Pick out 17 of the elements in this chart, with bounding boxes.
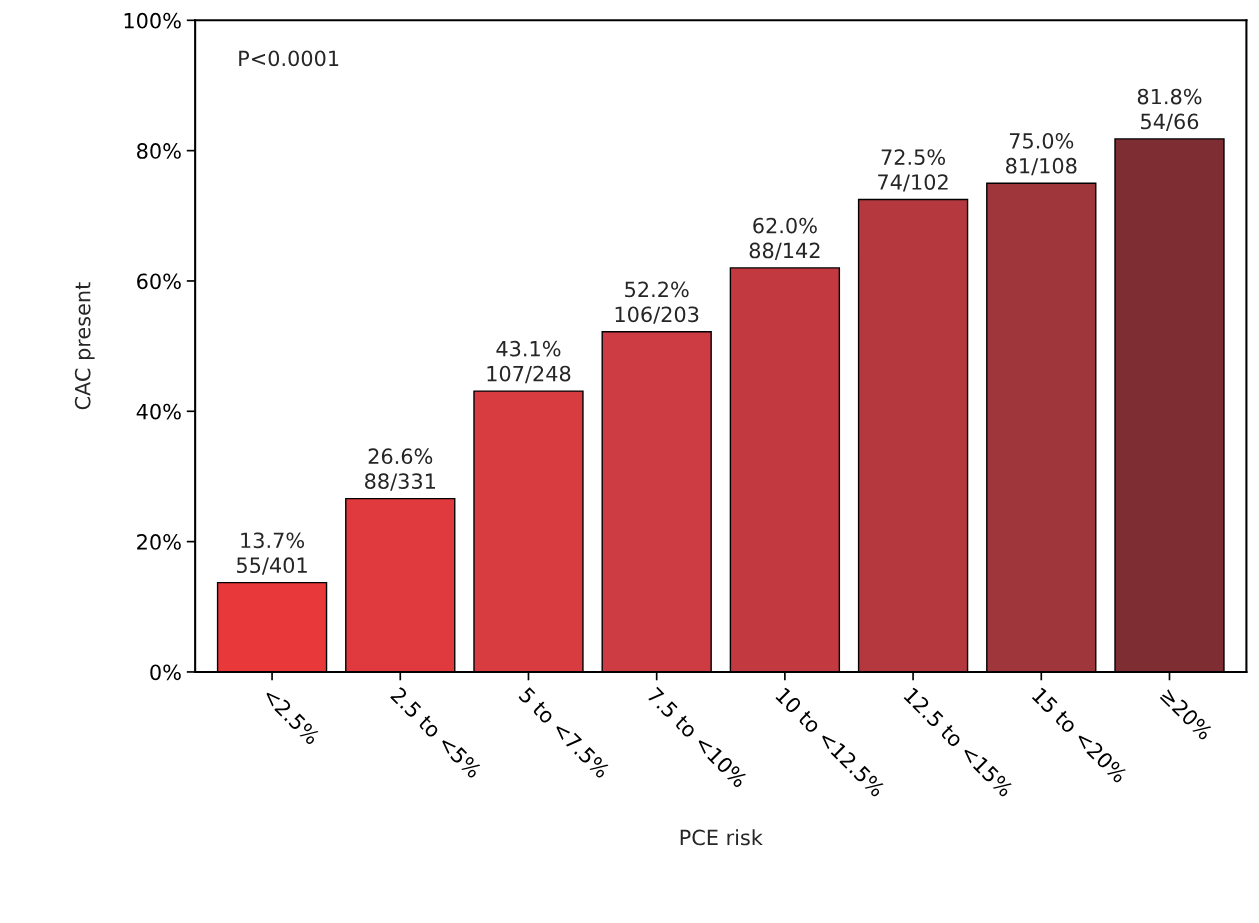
data-label: 13.7% 55/401 [237,532,307,575]
data-label: 75.0% 81/108 [1006,132,1077,176]
annotation: P<0.0001 [239,50,339,67]
y-tick-label: 20% [137,534,181,550]
data-label: 43.1% 107/248 [487,340,571,384]
data-label: 52.2% 106/203 [615,281,699,324]
y-tick-label: 80% [137,143,181,159]
data-label: 72.5% 74/102 [878,149,948,192]
y-tick-label: 60% [137,273,181,290]
data-label: 62.0% 88/142 [749,217,820,260]
x-axis-title: PCE risk [680,829,763,846]
y-tick-label: 100% [124,12,181,29]
data-label: 81.8% 54/66 [1137,88,1202,131]
y-axis-title: CAC present [74,282,95,410]
y-tick-label: 40% [136,403,181,420]
data-label: 26.6% 88/331 [365,448,435,491]
y-tick-label: 0% [150,664,181,681]
